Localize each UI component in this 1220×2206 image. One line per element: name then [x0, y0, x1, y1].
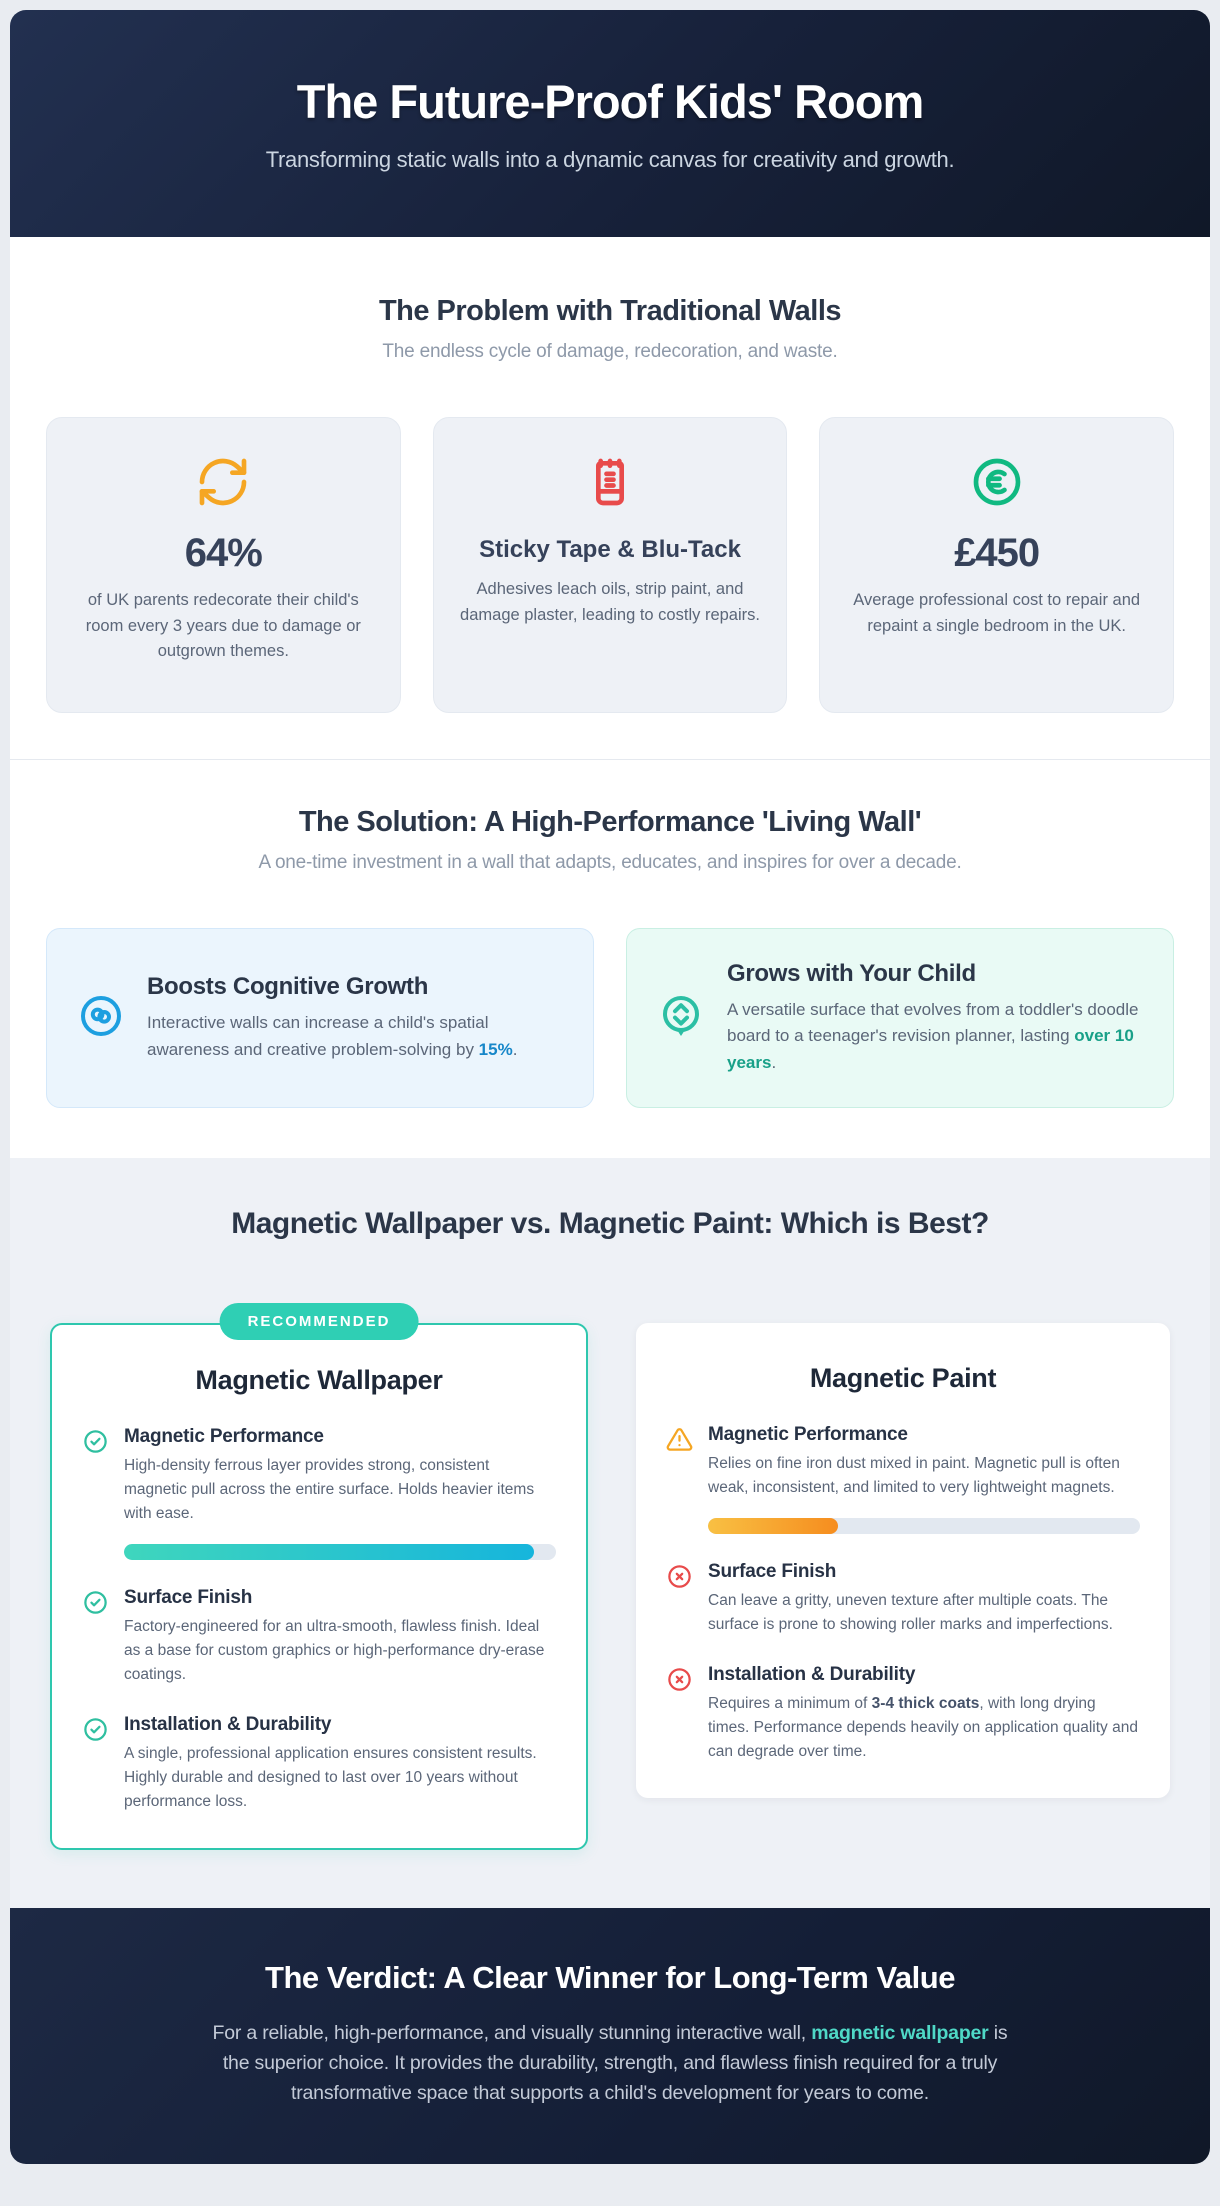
stat-description: of UK parents redecorate their child's r…: [85, 591, 361, 661]
feature-text: High-density ferrous layer provides stro…: [124, 1456, 535, 1522]
x-circle-icon: [666, 1664, 693, 1764]
feature-body: Surface Finish Can leave a gritty, uneve…: [708, 1561, 1140, 1637]
paint-card: Magnetic Paint Magnetic Performance Reli…: [636, 1322, 1170, 1798]
check-circle-icon: [82, 1714, 109, 1814]
benefit-card-cognitive: Boosts Cognitive Growth Interactive wall…: [46, 928, 594, 1108]
stat-card-cost: £450 Average professional cost to repair…: [819, 417, 1175, 713]
performance-bar-track: [124, 1543, 556, 1560]
check-circle-icon: [82, 1587, 109, 1687]
solution-card-row: Boosts Cognitive Growth Interactive wall…: [46, 928, 1174, 1108]
recommended-badge: RECOMMENDED: [219, 1302, 419, 1340]
feature-body: Magnetic Performance High-density ferrou…: [124, 1426, 556, 1560]
feature-text: A single, professional application ensur…: [124, 1744, 537, 1810]
stat-value: 64%: [184, 531, 263, 575]
feature-item-installation: Installation & Durability Requires a min…: [666, 1664, 1140, 1764]
benefit-card-grows: Grows with Your Child A versatile surfac…: [626, 928, 1174, 1108]
feature-body: Surface Finish Factory-engineered for an…: [124, 1587, 556, 1687]
performance-bar-fill: [124, 1543, 535, 1560]
problem-section: The Problem with Traditional Walls The e…: [10, 237, 1210, 759]
feature-item-surface-finish: Surface Finish Can leave a gritty, uneve…: [666, 1561, 1140, 1637]
stat-description: Adhesives leach oils, strip paint, and d…: [460, 580, 760, 624]
feature-title: Surface Finish: [708, 1560, 837, 1582]
sticky-tape-icon: [582, 454, 638, 510]
page-subtitle: Transforming static walls into a dynamic…: [265, 147, 955, 172]
feature-title: Surface Finish: [124, 1586, 253, 1608]
page-title: The Future-Proof Kids' Room: [296, 75, 924, 128]
benefit-card-body: Boosts Cognitive Growth Interactive wall…: [147, 973, 563, 1063]
comparison-card-row: RECOMMENDED Magnetic Wallpaper Magnetic …: [50, 1302, 1170, 1850]
benefit-card-body: Grows with Your Child A versatile surfac…: [727, 960, 1143, 1076]
stat-card-adhesives: Sticky Tape & Blu-Tack Adhesives leach o…: [432, 417, 788, 713]
feature-text: Factory-engineered for an ultra-smooth, …: [124, 1617, 545, 1683]
benefit-title: Grows with Your Child: [727, 959, 976, 987]
performance-bar-track: [708, 1517, 1140, 1534]
wallpaper-card: RECOMMENDED Magnetic Wallpaper Magnetic …: [50, 1302, 588, 1850]
stat-card-redecoration: 64% of UK parents redecorate their child…: [46, 417, 401, 713]
verdict-title: The Verdict: A Clear Winner for Long-Ter…: [265, 1959, 955, 1995]
highlight-value: magnetic wallpaper: [811, 2021, 989, 2044]
comparison-section: Magnetic Wallpaper vs. Magnetic Paint: W…: [10, 1158, 1210, 1908]
feature-body: Installation & Durability Requires a min…: [708, 1664, 1140, 1764]
feature-text: Relies on fine iron dust mixed in paint.…: [708, 1454, 1120, 1496]
feature-text: Requires a minimum of 3-4 thick coats, w…: [708, 1694, 1138, 1760]
benefit-text: Interactive walls can increase a child's…: [147, 1013, 518, 1059]
refresh-cycle-icon: [195, 454, 251, 510]
check-circle-icon: [82, 1426, 109, 1560]
section-divider: [10, 759, 1210, 760]
feature-body: Magnetic Performance Relies on fine iron…: [708, 1424, 1140, 1534]
feature-title: Magnetic Performance: [708, 1423, 908, 1445]
stat-description: Average professional cost to repair and …: [853, 591, 1141, 635]
feature-title: Installation & Durability: [124, 1713, 332, 1735]
feature-item-magnetic-performance: Magnetic Performance Relies on fine iron…: [666, 1424, 1140, 1534]
stat-value: £450: [954, 531, 1040, 575]
infographic-page: The Future-Proof Kids' Room Transforming…: [10, 10, 1210, 2165]
highlight-value: over 10 years: [727, 1026, 1134, 1072]
grows-pin-icon: [657, 992, 705, 1045]
problem-title: The Problem with Traditional Walls: [378, 295, 842, 327]
feature-title: Installation & Durability: [708, 1663, 916, 1685]
benefit-text: A versatile surface that evolves from a …: [727, 999, 1139, 1072]
problem-card-row: 64% of UK parents redecorate their child…: [46, 417, 1175, 713]
highlight-value: 15%: [478, 1039, 513, 1059]
euro-coin-icon: [969, 454, 1025, 510]
paint-card-title: Magnetic Paint: [809, 1362, 997, 1393]
wallpaper-card-title: Magnetic Wallpaper: [195, 1364, 443, 1395]
solution-subtitle: A one-time investment in a wall that ada…: [258, 852, 962, 873]
performance-bar-fill: [708, 1517, 838, 1534]
feature-item-surface-finish: Surface Finish Factory-engineered for an…: [82, 1587, 556, 1687]
brain-icon: [77, 992, 125, 1045]
solution-title: The Solution: A High-Performance 'Living…: [298, 806, 922, 838]
verdict-section: The Verdict: A Clear Winner for Long-Ter…: [10, 1907, 1210, 2165]
feature-body: Installation & Durability A single, prof…: [124, 1714, 556, 1814]
x-circle-icon: [666, 1561, 693, 1637]
feature-item-installation: Installation & Durability A single, prof…: [82, 1714, 556, 1814]
solution-section: The Solution: A High-Performance 'Living…: [10, 760, 1210, 1158]
feature-title: Magnetic Performance: [124, 1425, 324, 1447]
feature-item-magnetic-performance: Magnetic Performance High-density ferrou…: [82, 1426, 556, 1560]
bold-value: 3-4 thick coats: [871, 1694, 980, 1712]
hero-header: The Future-Proof Kids' Room Transforming…: [10, 10, 1210, 237]
warning-triangle-icon: [666, 1424, 693, 1534]
stat-title: Sticky Tape & Blu-Tack: [479, 536, 741, 563]
feature-text: Can leave a gritty, uneven texture after…: [708, 1591, 1113, 1633]
comparison-title: Magnetic Wallpaper vs. Magnetic Paint: W…: [231, 1207, 989, 1240]
benefit-title: Boosts Cognitive Growth: [147, 973, 429, 1001]
problem-subtitle: The endless cycle of damage, redecoratio…: [382, 341, 838, 362]
verdict-text: For a reliable, high-performance, and vi…: [212, 2021, 1008, 2105]
